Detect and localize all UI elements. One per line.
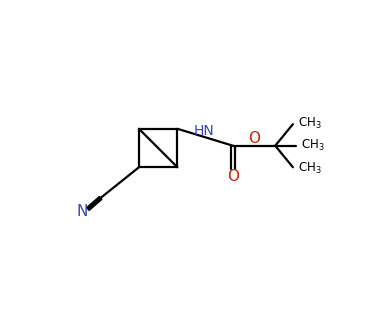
Text: O: O: [227, 169, 239, 184]
Text: O: O: [248, 131, 261, 146]
Text: HN: HN: [193, 124, 214, 138]
Text: CH$_3$: CH$_3$: [300, 138, 324, 153]
Text: CH$_3$: CH$_3$: [297, 116, 321, 131]
Text: N: N: [76, 204, 87, 219]
Text: CH$_3$: CH$_3$: [297, 161, 321, 176]
